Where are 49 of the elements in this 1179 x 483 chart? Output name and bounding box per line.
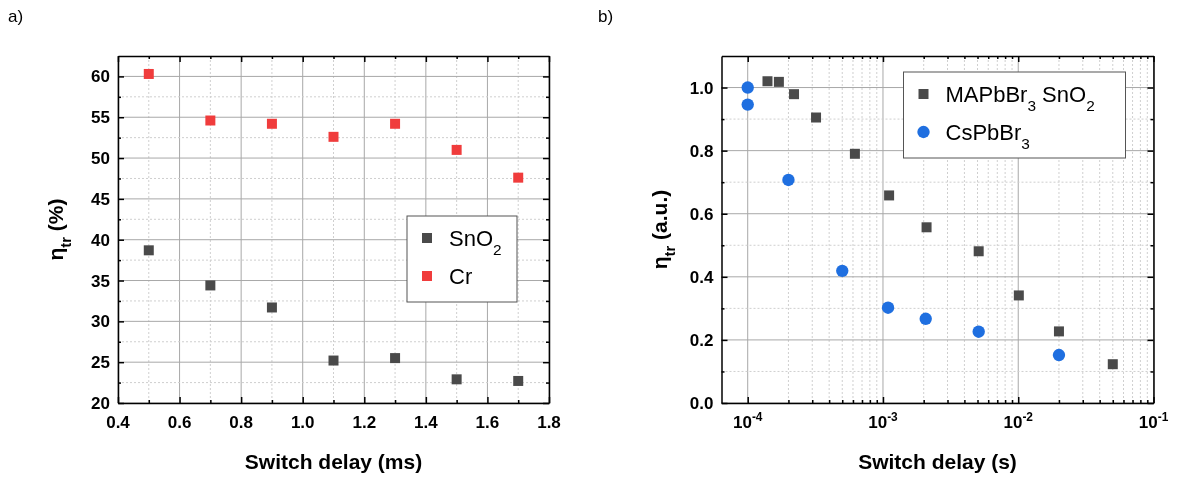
- y-tick-label: 25: [91, 353, 110, 373]
- legend-label: MAPbBr$_{3}$ SnO$_{2}$: [945, 82, 1095, 114]
- point: [328, 131, 339, 142]
- x-tick-label: 10$^{-3}$: [867, 410, 898, 432]
- y-tick-label: 0.0: [689, 394, 713, 413]
- y-tick-label: 20: [91, 394, 110, 413]
- y-tick-label: 40: [91, 230, 110, 250]
- x-tick-label: 1.2: [352, 413, 377, 432]
- x-tick-label: 10$^{-1}$: [1138, 410, 1169, 432]
- y-tick-label: 50: [91, 149, 110, 169]
- x-tick-label: 1.4: [414, 413, 439, 432]
- y-tick-label: 35: [91, 271, 110, 291]
- x-axis-title: Switch delay (ms): [244, 450, 423, 473]
- x-tick-label: 1.0: [290, 413, 315, 432]
- x-tick-label: 0.4: [106, 413, 131, 432]
- point: [328, 355, 339, 366]
- point: [143, 245, 154, 256]
- x-axis-title: Switch delay (s): [857, 450, 1017, 473]
- point: [513, 172, 524, 183]
- point: [205, 280, 216, 291]
- chart-title: b): [597, 7, 613, 26]
- x-tick-label: 1.6: [475, 413, 500, 432]
- y-tick-label: 45: [91, 189, 110, 209]
- point: [390, 353, 401, 364]
- point: [266, 302, 277, 313]
- legend-label: CsPbBr$_{3}$: [945, 120, 1030, 152]
- x-tick-label: 0.8: [229, 413, 253, 432]
- point: [513, 375, 524, 386]
- point: [451, 374, 462, 385]
- point: [205, 115, 216, 126]
- y-tick-label: 60: [91, 67, 110, 87]
- x-tick-label: 10$^{-4}$: [732, 410, 763, 432]
- chart-title: a): [8, 7, 24, 26]
- y-tick-label: 30: [91, 312, 110, 332]
- y-tick-label: 55: [91, 108, 110, 128]
- point: [390, 118, 401, 129]
- y-tick-label: 0.6: [689, 204, 713, 224]
- point: [143, 68, 154, 79]
- x-tick-label: 1.8: [537, 413, 561, 432]
- legend-label: Cr: [449, 264, 473, 289]
- y-tick-label: 0.8: [689, 141, 713, 161]
- x-tick-label: 10$^{-2}$: [1002, 410, 1033, 432]
- legend-label: SnO$_{2}$: [449, 226, 502, 258]
- y-tick-label: 0.2: [689, 330, 713, 350]
- point: [451, 144, 462, 155]
- x-tick-label: 0.6: [167, 413, 192, 432]
- y-tick-label: 1.0: [689, 78, 713, 98]
- y-tick-label: 0.4: [689, 267, 714, 287]
- point: [266, 118, 277, 129]
